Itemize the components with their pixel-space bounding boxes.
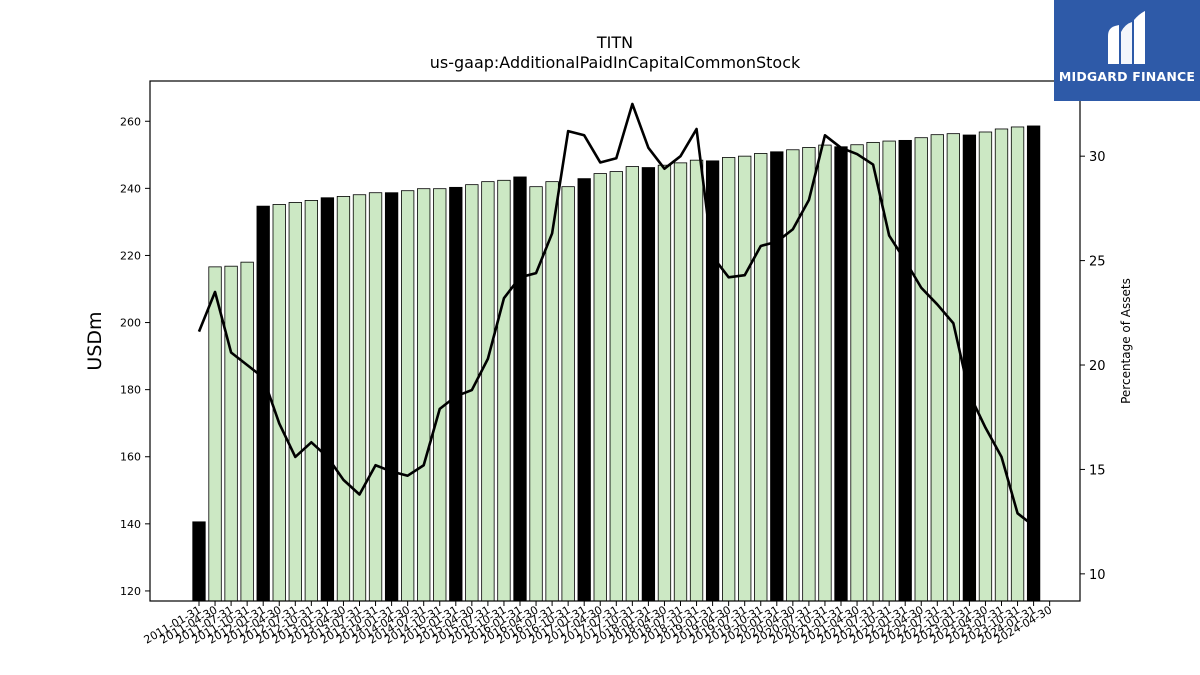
- bar: [481, 181, 495, 602]
- percentage-of-assets-line: [197, 102, 1035, 527]
- y-tick-label: 240: [120, 182, 141, 195]
- bar: [786, 149, 800, 602]
- bar: [192, 521, 206, 602]
- bar: [978, 131, 993, 602]
- y-tick-label: 200: [120, 317, 141, 330]
- bar: [368, 192, 383, 602]
- bar: [738, 155, 752, 602]
- bar: [802, 147, 816, 602]
- y-tick-label: 180: [120, 384, 141, 397]
- bar: [497, 179, 511, 602]
- y2-tick-label: 15: [1089, 463, 1106, 478]
- bar: [673, 162, 688, 602]
- y-tick-label: 220: [120, 249, 141, 262]
- bar: [1010, 126, 1025, 602]
- bar: [834, 146, 848, 602]
- bar: [529, 186, 543, 602]
- bar: [882, 140, 896, 602]
- bar: [577, 178, 591, 602]
- chart-subtitle: us-gaap:AdditionalPaidInCapitalCommonSto…: [430, 53, 801, 72]
- y-tick-label: 140: [120, 518, 141, 531]
- y-tick-label: 120: [120, 585, 141, 598]
- bar: [417, 188, 431, 602]
- bar: [433, 188, 447, 602]
- bar: [513, 176, 527, 602]
- bar: [400, 190, 415, 602]
- bar: [288, 202, 302, 602]
- bar-group: [192, 125, 1041, 602]
- bar: [609, 171, 623, 602]
- y2-tick-label: 30: [1089, 150, 1106, 165]
- bar: [352, 194, 367, 602]
- y2-tick-label: 25: [1089, 255, 1106, 270]
- bar: [689, 159, 704, 602]
- bar: [304, 200, 319, 602]
- plot-frame: [149, 80, 1081, 602]
- bar: [256, 205, 270, 602]
- y-axis-label: USDm: [84, 311, 106, 370]
- midgard-m-icon: [1108, 11, 1145, 64]
- bar: [224, 265, 238, 602]
- bar: [754, 153, 768, 602]
- bar: [384, 192, 399, 602]
- bar: [914, 137, 928, 602]
- bar: [625, 166, 639, 602]
- y-tick-label: 160: [120, 451, 141, 464]
- bar: [208, 266, 222, 602]
- bar: [770, 151, 784, 602]
- bar: [561, 186, 575, 602]
- bar: [898, 139, 912, 602]
- bar: [240, 261, 254, 602]
- brand-logo: MIDGARD FINANCE: [1054, 0, 1200, 101]
- bar: [320, 197, 335, 602]
- bar: [994, 128, 1009, 602]
- bar: [593, 173, 607, 602]
- bar: [962, 134, 977, 602]
- bar: [850, 144, 864, 602]
- bar: [930, 134, 944, 602]
- chart-title: TITN: [596, 33, 633, 52]
- brand-name: MIDGARD FINANCE: [1058, 69, 1196, 84]
- bar: [657, 164, 672, 602]
- bar: [272, 204, 286, 602]
- y2-tick-label: 20: [1089, 359, 1106, 374]
- bar: [336, 196, 351, 602]
- bar: [818, 144, 832, 602]
- bar: [946, 133, 960, 602]
- axes: 12014016018020022024026010152025302011-0…: [120, 115, 1106, 646]
- bar: [866, 141, 880, 602]
- bar: [641, 167, 656, 602]
- y2-tick-label: 10: [1089, 568, 1106, 583]
- bar: [722, 157, 736, 602]
- y-tick-label: 260: [120, 115, 141, 128]
- y2-axis-label: Percentage of Assets: [1119, 278, 1133, 404]
- bar: [1026, 125, 1041, 602]
